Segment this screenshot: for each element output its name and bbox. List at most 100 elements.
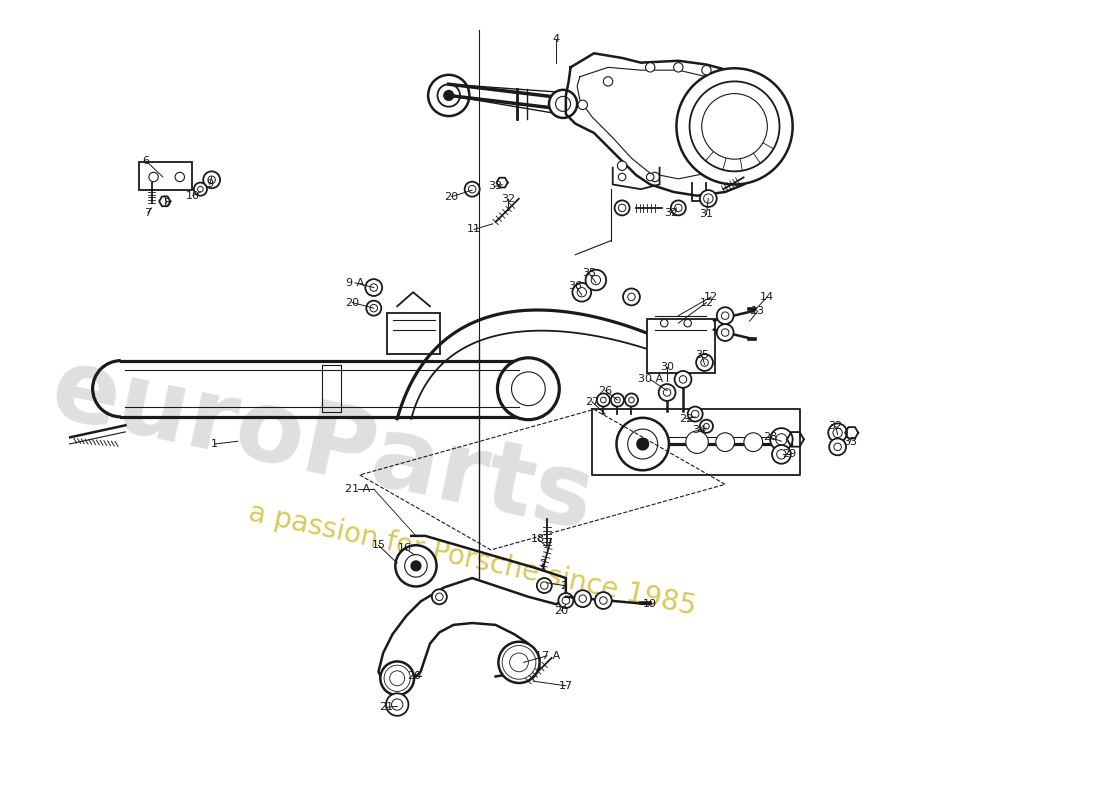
FancyBboxPatch shape <box>387 313 440 354</box>
Circle shape <box>370 305 377 312</box>
Circle shape <box>628 429 658 459</box>
Text: 16: 16 <box>398 543 411 553</box>
Text: 30: 30 <box>660 362 674 372</box>
Circle shape <box>549 90 578 118</box>
Text: 32: 32 <box>663 207 678 218</box>
Circle shape <box>438 84 460 106</box>
Circle shape <box>469 186 476 193</box>
Circle shape <box>700 420 713 433</box>
FancyBboxPatch shape <box>648 319 715 373</box>
Circle shape <box>674 371 692 388</box>
Circle shape <box>618 174 626 181</box>
Circle shape <box>591 275 601 285</box>
Text: 12: 12 <box>704 292 718 302</box>
Circle shape <box>579 595 586 602</box>
Circle shape <box>405 554 427 577</box>
Text: 29: 29 <box>782 450 796 459</box>
Circle shape <box>370 284 377 291</box>
Circle shape <box>498 642 540 683</box>
Text: 6: 6 <box>143 156 150 166</box>
Circle shape <box>717 307 734 324</box>
Circle shape <box>628 293 635 301</box>
Text: 30 A: 30 A <box>638 374 663 384</box>
Circle shape <box>660 319 668 327</box>
Circle shape <box>574 590 591 607</box>
Circle shape <box>537 578 552 593</box>
Circle shape <box>148 172 158 182</box>
Circle shape <box>623 289 640 306</box>
Circle shape <box>175 172 185 182</box>
Circle shape <box>722 329 729 336</box>
Circle shape <box>578 287 586 297</box>
Circle shape <box>829 438 846 455</box>
Circle shape <box>366 301 382 316</box>
Circle shape <box>615 397 620 403</box>
Circle shape <box>512 372 546 406</box>
Circle shape <box>625 394 638 406</box>
Circle shape <box>717 324 734 341</box>
Circle shape <box>834 443 842 450</box>
Text: 10: 10 <box>186 190 200 201</box>
Circle shape <box>777 450 786 459</box>
Circle shape <box>663 389 671 396</box>
Circle shape <box>833 428 843 438</box>
Circle shape <box>509 653 528 672</box>
Circle shape <box>616 418 669 470</box>
Circle shape <box>502 646 536 679</box>
Text: 2: 2 <box>560 581 568 590</box>
Circle shape <box>562 597 570 604</box>
Circle shape <box>615 201 629 215</box>
Text: 13: 13 <box>751 306 764 316</box>
Circle shape <box>770 428 793 450</box>
Circle shape <box>704 194 713 203</box>
Text: 20: 20 <box>345 298 360 307</box>
Circle shape <box>680 376 686 383</box>
Text: 31: 31 <box>700 210 714 219</box>
Text: 4: 4 <box>553 34 560 44</box>
Circle shape <box>659 384 675 401</box>
Circle shape <box>464 182 480 197</box>
Circle shape <box>436 593 443 601</box>
Circle shape <box>692 410 698 418</box>
Circle shape <box>688 406 703 422</box>
Circle shape <box>604 77 613 86</box>
Circle shape <box>388 669 407 688</box>
Circle shape <box>386 694 408 716</box>
Circle shape <box>432 590 447 604</box>
Circle shape <box>629 397 635 403</box>
Circle shape <box>204 171 220 188</box>
Text: 1: 1 <box>211 439 218 449</box>
Circle shape <box>700 190 717 207</box>
Circle shape <box>572 283 591 302</box>
Circle shape <box>381 662 414 695</box>
Circle shape <box>684 319 692 327</box>
Text: a passion for Porsche since 1985: a passion for Porsche since 1985 <box>246 498 698 621</box>
Text: 36: 36 <box>569 281 582 290</box>
Circle shape <box>610 394 624 406</box>
Text: 15: 15 <box>372 540 385 550</box>
Circle shape <box>198 186 204 192</box>
Circle shape <box>702 94 768 159</box>
Text: 14: 14 <box>760 292 774 302</box>
Text: 35: 35 <box>582 269 596 278</box>
Circle shape <box>828 423 847 442</box>
Circle shape <box>194 182 207 196</box>
Circle shape <box>722 312 729 319</box>
Text: 17: 17 <box>559 681 573 691</box>
Text: 21 A: 21 A <box>345 484 371 494</box>
Text: 7: 7 <box>144 207 152 218</box>
Circle shape <box>208 176 216 183</box>
Circle shape <box>618 204 626 212</box>
Text: 9 A: 9 A <box>345 278 364 288</box>
Circle shape <box>716 433 735 451</box>
Text: 18: 18 <box>530 534 544 544</box>
Circle shape <box>704 423 710 429</box>
Circle shape <box>579 100 587 110</box>
Circle shape <box>676 68 793 185</box>
Text: 26: 26 <box>598 386 613 396</box>
Circle shape <box>392 699 403 710</box>
FancyBboxPatch shape <box>139 162 192 190</box>
Text: 27: 27 <box>585 397 600 407</box>
Circle shape <box>671 201 685 215</box>
Text: 28: 28 <box>763 433 778 442</box>
